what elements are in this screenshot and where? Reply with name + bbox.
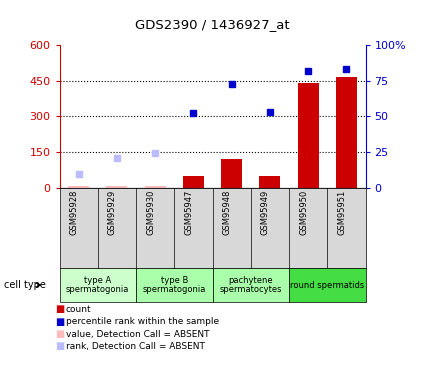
Text: spermatocytes: spermatocytes [219, 285, 282, 294]
Text: ■: ■ [55, 342, 64, 351]
Text: pachytene: pachytene [229, 276, 273, 285]
Text: type B: type B [161, 276, 188, 285]
Text: spermatogonia: spermatogonia [142, 285, 206, 294]
Text: GSM95928: GSM95928 [70, 189, 79, 235]
Text: ■: ■ [55, 317, 64, 327]
Text: GSM95948: GSM95948 [223, 189, 232, 235]
Bar [106, 186, 128, 188]
Text: GDS2390 / 1436927_at: GDS2390 / 1436927_at [135, 18, 290, 31]
Text: GSM95949: GSM95949 [261, 189, 270, 235]
Bar [336, 77, 357, 188]
Text: cell type: cell type [4, 280, 46, 290]
Bar [68, 186, 89, 188]
Text: spermatogonia: spermatogonia [66, 285, 130, 294]
Text: GSM95951: GSM95951 [337, 189, 346, 235]
Text: type A: type A [84, 276, 111, 285]
Text: value, Detection Call = ABSENT: value, Detection Call = ABSENT [66, 330, 210, 339]
Text: GSM95950: GSM95950 [299, 189, 308, 235]
Text: count: count [66, 305, 91, 314]
Text: ■: ■ [55, 329, 64, 339]
Text: ■: ■ [55, 304, 64, 314]
Bar [183, 176, 204, 188]
Bar [259, 176, 280, 188]
Bar [221, 159, 242, 188]
Text: GSM95947: GSM95947 [184, 189, 193, 235]
Text: rank, Detection Call = ABSENT: rank, Detection Call = ABSENT [66, 342, 205, 351]
Text: percentile rank within the sample: percentile rank within the sample [66, 317, 219, 326]
Text: round spermatids: round spermatids [290, 280, 364, 290]
Text: GSM95930: GSM95930 [146, 189, 155, 235]
Bar [298, 83, 319, 188]
Bar [144, 186, 166, 188]
Text: GSM95929: GSM95929 [108, 189, 117, 235]
